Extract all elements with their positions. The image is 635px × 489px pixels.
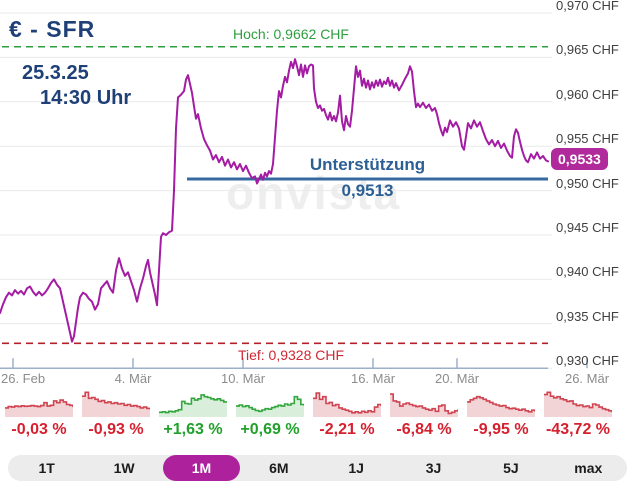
mini-chart-strip: -0,03 % -0,93 % +1,63 % +0,69 % -2,21 % -6,84… [5, 387, 612, 439]
mini-sparkline [236, 395, 304, 417]
x-axis-label: 10. Mär [220, 371, 266, 386]
high-line-label: Hoch: 0,9662 CHF [233, 26, 349, 42]
mini-chart-6M[interactable]: +0,69 % [236, 387, 304, 439]
tab-1M[interactable]: 1M [162, 455, 241, 481]
mini-sparkline [544, 391, 612, 417]
mini-chart-pct: -9,95 % [473, 421, 529, 438]
mini-sparkline [82, 391, 150, 417]
support-annotation-value: 0,9513 [341, 181, 394, 200]
mini-chart-1T[interactable]: -0,03 % [5, 387, 73, 439]
tab-1T[interactable]: 1T [38, 460, 55, 476]
x-axis-label: 4. Mär [114, 371, 152, 386]
mini-chart-pct: -0,93 % [88, 421, 144, 438]
y-axis-label: 0,930 CHF [556, 353, 619, 369]
mini-chart-pct: -43,72 % [545, 421, 611, 438]
mini-chart-pct: -2,21 % [319, 421, 375, 438]
mini-chart-3J[interactable]: -6,84 % [390, 387, 458, 439]
x-axis-label: 26. Feb [1, 371, 46, 386]
x-axis-label: 20. Mär [434, 371, 480, 386]
tab-3J[interactable]: 3J [425, 460, 442, 476]
y-axis-label: 0,950 CHF [556, 175, 619, 191]
support-annotation-label: Unterstützung [309, 155, 426, 174]
mini-sparkline [159, 394, 227, 417]
low-line-label: Tief: 0,9328 CHF [237, 347, 345, 363]
last-price-badge: 0,9533 [551, 148, 608, 170]
instrument-title: € - SFR [9, 16, 96, 42]
tab-6M[interactable]: 6M [269, 460, 289, 476]
mini-chart-pct: -6,84 % [396, 421, 452, 438]
y-axis-label: 0,955 CHF [556, 131, 619, 147]
y-axis-label: 0,960 CHF [556, 86, 619, 102]
y-axis-label: 0,970 CHF [556, 0, 619, 13]
tab-5J[interactable]: 5J [503, 460, 519, 476]
price-chart[interactable] [0, 0, 635, 455]
mini-chart-max[interactable]: -43,72 % [544, 387, 612, 439]
x-axis-label: 16. Mär [350, 371, 396, 386]
quote-date: 25.3.25 [22, 62, 89, 84]
tab-max[interactable]: max [574, 460, 603, 476]
y-axis-label: 0,945 CHF [556, 220, 619, 235]
y-axis-label: 0,965 CHF [556, 42, 619, 58]
mini-chart-1J[interactable]: -2,21 % [313, 387, 381, 439]
y-axis-label: 0,940 CHF [556, 264, 619, 280]
mini-sparkline [313, 392, 381, 417]
mini-chart-pct: +1,63 % [163, 421, 223, 438]
mini-sparkline [390, 393, 458, 417]
mini-chart-1M[interactable]: +1,63 % [159, 387, 227, 439]
tab-1W[interactable]: 1W [113, 460, 135, 476]
mini-sparkline [5, 399, 73, 417]
mini-chart-pct: +0,69 % [240, 421, 300, 438]
tab-1J[interactable]: 1J [348, 460, 364, 476]
period-tabbar: 1T 1W 1M 6M 1J 3J 5J max [8, 455, 627, 481]
mini-chart-1W[interactable]: -0,93 % [82, 387, 150, 439]
x-axis-label: 26. Mär [564, 371, 610, 386]
chart-area: onvista € - SFR 25.3.25 14:30 Uhr Hoch: … [0, 0, 635, 455]
mini-chart-5J[interactable]: -9,95 % [467, 387, 535, 439]
mini-sparkline [467, 395, 535, 417]
mini-chart-pct: -0,03 % [11, 421, 67, 438]
quote-time: 14:30 Uhr [40, 87, 132, 109]
y-axis-label: 0,935 CHF [556, 308, 619, 324]
